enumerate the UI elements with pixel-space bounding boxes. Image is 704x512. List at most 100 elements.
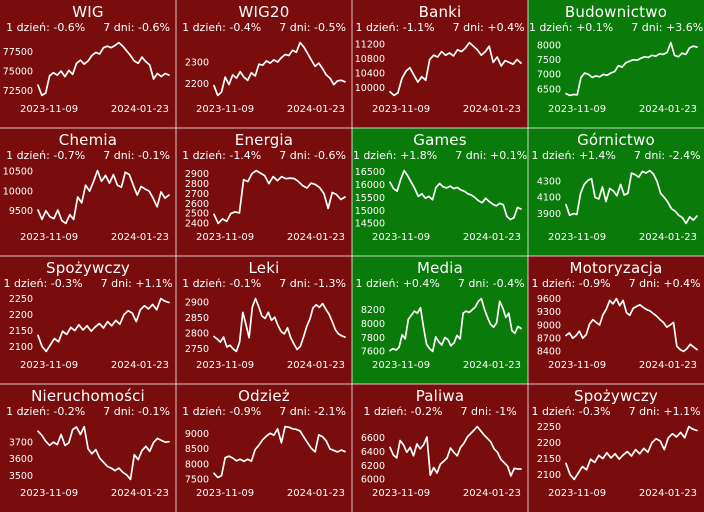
x-start-label: 2023-11-09 (548, 104, 606, 115)
price-line (389, 169, 522, 221)
change-1d: 1 dzień: +0.4% (355, 277, 439, 291)
sparkline-chart: 16500 16000 15500 15000 14500 2023-11-09 2024-… (355, 167, 522, 243)
sector-panel-odziez[interactable]: Odzież 1 dzień: -0.9% 7 dni: -2.1% 9000 8500… (176, 384, 352, 512)
sector-panel-banki[interactable]: Banki 1 dzień: -1.1% 7 dni: +0.4% 11200 1080… (352, 0, 528, 128)
panel-title: Paliwa (415, 387, 465, 405)
y-tick-label: 7500 (185, 475, 209, 486)
change-7d-value: +0.4% (487, 21, 525, 34)
sector-panel-gornictwo[interactable]: Górnictwo 1 dzień: +1.4% 7 dni: -2.4% 4300 4… (528, 128, 704, 256)
sector-panel-spozywczy[interactable]: Spożywczy 1 dzień: -0.3% 7 dni: +1.1% 2250 2… (0, 256, 176, 384)
panel-changes: 1 dzień: -0.6% 7 dni: -0.6% (0, 21, 176, 35)
y-tick-label: 2200 (185, 79, 209, 90)
sector-panel-leki[interactable]: Leki 1 dzień: -0.1% 7 dni: -1.3% 2900 2850 28… (176, 256, 352, 384)
panel-title: Motoryzacja (569, 259, 663, 277)
sector-panel-wig20[interactable]: WIG20 1 dzień: -0.4% 7 dni: -0.5% 2300 2200 2… (176, 0, 352, 128)
change-7d-label: 7 dni: (279, 21, 311, 34)
sparkline-chart: 6600 6400 6200 6000 2023-11-09 2024-01-23 (361, 425, 522, 499)
y-tick-label: 9000 (537, 320, 561, 331)
y-tick-label: 3700 (9, 437, 33, 448)
panel-changes: 1 dzień: -1.1% 7 dni: +0.4% (352, 21, 528, 35)
change-7d-label: 7 dni: (631, 21, 663, 34)
x-start-label: 2023-11-09 (372, 104, 430, 115)
y-tick-label: 2800 (185, 329, 209, 340)
change-7d-label: 7 dni: (460, 405, 492, 418)
y-tick-label: 2400 (185, 219, 209, 230)
change-1d-label: 1 dzień: (6, 149, 50, 162)
change-7d-label: 7 dni: (103, 21, 135, 34)
y-tick-label: 2250 (537, 422, 561, 433)
sector-panel-spozywczy[interactable]: Spożywczy 1 dzień: -0.3% 7 dni: +1.1% 2250 2… (528, 384, 704, 512)
sector-panel-media[interactable]: Media 1 dzień: +0.4% 7 dni: -0.4% 8200 8000 7… (352, 256, 528, 384)
y-tick-label: 2800 (185, 179, 209, 190)
y-tick-label: 2250 (9, 294, 33, 305)
change-1d-value: -1.4% (229, 149, 262, 162)
change-1d: 1 dzień: +0.1% (529, 21, 613, 35)
price-line (213, 297, 346, 353)
sector-panel-paliwa[interactable]: Paliwa 1 dzień: -0.2% 7 dni: -1% 6600 6400 62… (352, 384, 528, 512)
x-end-label: 2024-01-23 (111, 488, 169, 499)
change-7d-label: 7 dni: (455, 149, 487, 162)
change-1d: 1 dzień: -0.9% (182, 405, 261, 419)
x-end-label: 2024-01-23 (463, 360, 521, 371)
change-7d-value: -0.1% (137, 149, 170, 162)
sector-panel-games[interactable]: Games 1 dzień: +1.8% 7 dni: +0.1% 16500 1600… (352, 128, 528, 256)
y-tick-label: 9600 (537, 294, 561, 305)
y-tick-label: 10800 (355, 54, 385, 65)
change-7d-label: 7 dni: (103, 149, 135, 162)
y-tick-label: 7600 (361, 347, 385, 358)
panel-title: Banki (418, 3, 462, 21)
panel-title: Media (416, 259, 464, 277)
sparkline-chart: 10500 10000 9500 2023-11-09 2024-01-23 (3, 167, 170, 243)
change-1d: 1 dzień: +1.8% (353, 149, 437, 163)
y-tick-label: 3500 (9, 471, 33, 482)
sector-panel-nieruchomosci[interactable]: Nieruchomości 1 dzień: -0.2% 7 dni: -0.1% 3… (0, 384, 176, 512)
y-tick-label: 15000 (355, 206, 385, 217)
price-line (213, 41, 346, 97)
sector-panel-chemia[interactable]: Chemia 1 dzień: -0.7% 7 dni: -0.1% 10500 100… (0, 128, 176, 256)
sector-panel-wig[interactable]: WIG 1 dzień: -0.6% 7 dni: -0.6% 77500 75000 7… (0, 0, 176, 128)
y-tick-label: 2750 (185, 344, 209, 355)
change-1d: 1 dzień: -0.1% (182, 277, 261, 291)
change-7d-value: -0.1% (137, 405, 170, 418)
y-tick-label: 8200 (361, 305, 385, 316)
change-1d-value: -0.4% (229, 21, 262, 34)
change-7d-label: 7 dni: (633, 149, 666, 162)
change-1d-label: 1 dzień: (355, 21, 400, 34)
x-start-label: 2023-11-09 (196, 104, 254, 115)
change-7d: 7 dni: -1% (461, 405, 517, 419)
sparkline-chart: 8200 8000 7800 7600 2023-11-09 2024-01-23 (361, 297, 522, 371)
y-tick-label: 8000 (361, 319, 385, 330)
y-tick-label: 3600 (9, 454, 33, 465)
panel-changes: 1 dzień: -0.7% 7 dni: -0.1% (0, 149, 176, 163)
x-end-label: 2024-01-23 (287, 232, 345, 243)
change-1d-label: 1 dzień: (352, 149, 397, 162)
sector-panel-energia[interactable]: Energia 1 dzień: -1.4% 7 dni: -0.6% 2900 280… (176, 128, 352, 256)
change-7d-label: 7 dni: (457, 277, 490, 290)
change-1d-label: 1 dzień: (182, 21, 226, 34)
change-1d-label: 1 dzień: (6, 405, 50, 418)
sector-panel-motoryzacja[interactable]: Motoryzacja 1 dzień: -0.9% 7 dni: +0.4% 960… (528, 256, 704, 384)
x-start-label: 2023-11-09 (548, 360, 606, 371)
y-tick-label: 8000 (537, 40, 561, 51)
change-7d-value: -2.4% (668, 149, 701, 162)
panel-title: Budownictwo (564, 3, 668, 21)
change-1d-value: +1.8% (400, 149, 438, 162)
change-7d-value: +0.1% (489, 149, 528, 162)
sparkline-chart: 4300 4100 3900 2023-11-09 2024-01-23 (537, 169, 698, 243)
x-start-label: 2023-11-09 (372, 360, 430, 371)
y-tick-label: 10000 (3, 186, 33, 197)
change-1d-label: 1 dzień: (528, 21, 573, 34)
panel-title: Nieruchomości (31, 387, 145, 405)
panel-title: Games (413, 131, 467, 149)
change-1d: 1 dzień: -0.6% (6, 21, 85, 35)
y-tick-label: 14500 (355, 219, 385, 230)
change-1d-label: 1 dzień: (531, 277, 576, 290)
panel-changes: 1 dzień: -0.9% 7 dni: -2.1% (176, 405, 352, 419)
price-line (565, 41, 698, 97)
sector-panel-budownictwo[interactable]: Budownictwo 1 dzień: +0.1% 7 dni: +3.6% 800… (528, 0, 704, 128)
y-tick-label: 6200 (361, 461, 385, 472)
change-7d-label: 7 dni: (279, 149, 311, 162)
y-tick-label: 10500 (3, 167, 33, 178)
change-7d-label: 7 dni: (452, 21, 484, 34)
change-1d-label: 1 dzień: (182, 405, 226, 418)
